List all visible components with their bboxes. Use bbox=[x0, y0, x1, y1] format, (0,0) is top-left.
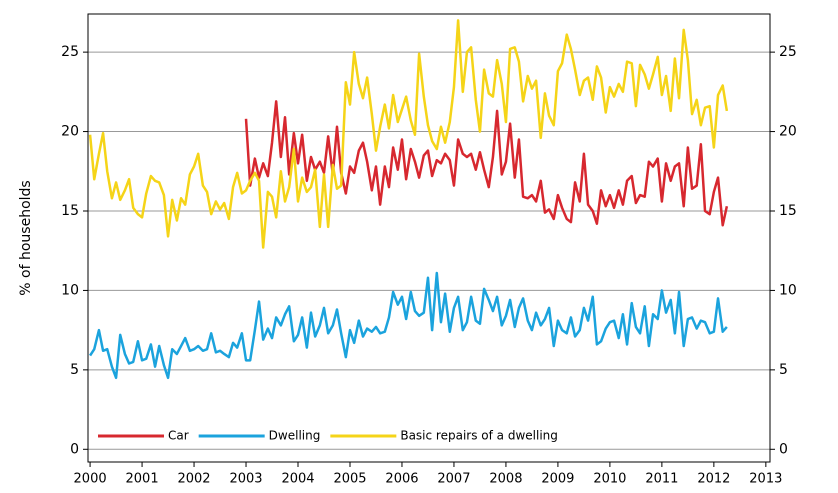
y2-tick-label: 15 bbox=[779, 203, 797, 219]
plot-frame bbox=[87, 13, 771, 463]
line-series bbox=[244, 100, 729, 227]
y2-tick-label: 10 bbox=[779, 282, 797, 298]
y-tick-label: 25 bbox=[61, 44, 79, 60]
y2-tick-label: 5 bbox=[779, 362, 788, 378]
x-tick-label: 2001 bbox=[126, 472, 159, 487]
y-tick-label: 10 bbox=[61, 282, 79, 298]
line-series bbox=[89, 271, 728, 380]
x-tick-label: 2002 bbox=[177, 472, 210, 487]
x-tick-label: 2011 bbox=[645, 472, 678, 487]
y2-tick-label: 20 bbox=[779, 124, 797, 140]
x-tick-label: 2006 bbox=[385, 472, 418, 487]
y-tick-label: 20 bbox=[61, 124, 79, 140]
y-axis-label: % of households bbox=[18, 180, 34, 295]
x-tick-label: 2003 bbox=[229, 472, 262, 487]
x-tick-label: 2012 bbox=[697, 472, 730, 487]
x-tick-label: 2004 bbox=[281, 472, 314, 487]
legend-label: Car bbox=[168, 429, 189, 443]
y2-tick-label: 0 bbox=[779, 441, 788, 457]
x-tick-label: 2007 bbox=[437, 472, 470, 487]
y-tick-label: 0 bbox=[70, 441, 79, 457]
x-tick-label: 2009 bbox=[541, 472, 574, 487]
x-tick-label: 2010 bbox=[593, 472, 626, 487]
legend-label: Dwelling bbox=[269, 429, 321, 443]
x-tick-label: 2013 bbox=[749, 472, 782, 487]
line-series bbox=[88, 19, 729, 249]
x-tick-label: 2000 bbox=[74, 472, 107, 487]
legend-label: Basic repairs of a dwelling bbox=[400, 429, 558, 443]
x-tick-label: 2008 bbox=[489, 472, 522, 487]
x-tick-label: 2005 bbox=[333, 472, 366, 487]
y-tick-label: 15 bbox=[61, 203, 79, 219]
y-tick-label: 5 bbox=[70, 362, 79, 378]
y2-tick-label: 25 bbox=[779, 44, 797, 60]
